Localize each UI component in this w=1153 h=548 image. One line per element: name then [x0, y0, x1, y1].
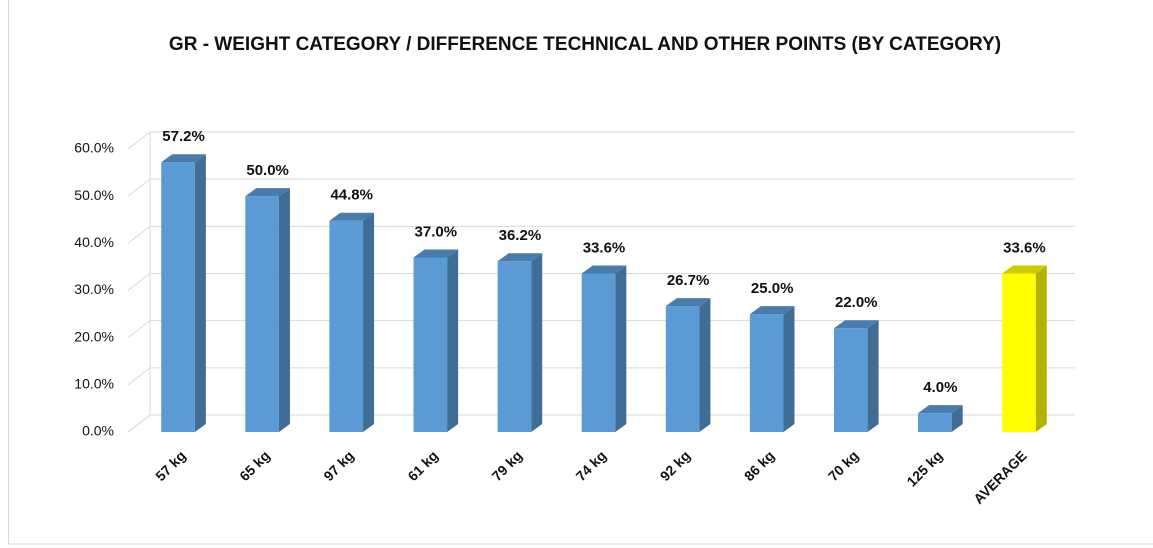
bar-top — [245, 188, 290, 197]
bar-side — [867, 320, 879, 432]
bar-side — [531, 253, 543, 432]
bar — [1002, 265, 1047, 432]
grid-slant — [127, 414, 151, 433]
bar-top — [581, 265, 627, 274]
value-label: 57.2% — [162, 128, 205, 145]
bar-side — [194, 154, 206, 432]
bar-front — [497, 261, 532, 432]
grid-slant — [127, 131, 151, 150]
value-label: 22.0% — [835, 294, 878, 311]
bar-top — [329, 212, 375, 221]
value-label: 44.8% — [330, 187, 373, 204]
chart-title: GR - WEIGHT CATEGORY / DIFFERENCE TECHNI… — [168, 34, 1002, 55]
bar-front — [245, 196, 279, 432]
bar-front — [833, 328, 868, 432]
y-tick-label: 50.0% — [74, 187, 114, 203]
bar-top — [833, 320, 879, 329]
bar — [749, 306, 795, 432]
bar-side — [278, 188, 290, 432]
bar — [413, 249, 459, 432]
bar — [245, 188, 290, 432]
grid-slant — [127, 273, 151, 291]
y-tick-label: 20.0% — [74, 328, 114, 344]
bar-side — [699, 298, 711, 432]
bar-front — [665, 306, 700, 432]
value-label: 26.7% — [667, 272, 710, 289]
bar — [161, 154, 206, 432]
bar-top — [413, 249, 459, 258]
grid-slant — [127, 225, 151, 244]
bar-side — [447, 249, 459, 432]
y-tick-label: 40.0% — [74, 234, 114, 250]
bar-front — [161, 162, 195, 432]
bar — [918, 405, 963, 432]
value-label: 37.0% — [415, 223, 458, 240]
value-label: 33.6% — [1003, 239, 1046, 256]
value-label: 25.0% — [751, 280, 794, 297]
bar-top — [918, 405, 963, 414]
grid-slant — [127, 367, 151, 386]
bar — [665, 298, 711, 432]
bar — [497, 253, 543, 432]
bar — [581, 265, 627, 432]
bar-side — [951, 405, 963, 432]
bar — [833, 320, 879, 432]
bar-front — [918, 413, 952, 432]
y-tick-label: 30.0% — [74, 281, 114, 297]
bar-side — [615, 265, 627, 432]
bar-front — [1002, 273, 1036, 432]
bar-top — [1002, 265, 1047, 274]
bar-side — [1035, 265, 1047, 432]
value-label: 36.2% — [499, 227, 542, 244]
value-label: 4.0% — [923, 379, 957, 396]
y-tick-label: 10.0% — [74, 376, 114, 392]
bar-top — [497, 253, 543, 262]
bar — [329, 212, 375, 432]
y-tick-label: 60.0% — [74, 140, 114, 156]
bar-top — [749, 306, 795, 315]
bar-top — [161, 154, 206, 163]
value-label: 50.0% — [246, 162, 289, 179]
y-tick-label: 0.0% — [82, 423, 114, 439]
bar-front — [581, 273, 616, 432]
bar-top — [665, 298, 711, 307]
grid-slant — [127, 320, 151, 339]
value-label: 33.6% — [583, 239, 626, 256]
bar-front — [413, 257, 448, 432]
grid-slant — [127, 178, 151, 197]
bar-front — [749, 314, 784, 432]
bar-side — [783, 306, 795, 432]
bar-front — [329, 220, 364, 432]
bar-side — [363, 212, 375, 432]
